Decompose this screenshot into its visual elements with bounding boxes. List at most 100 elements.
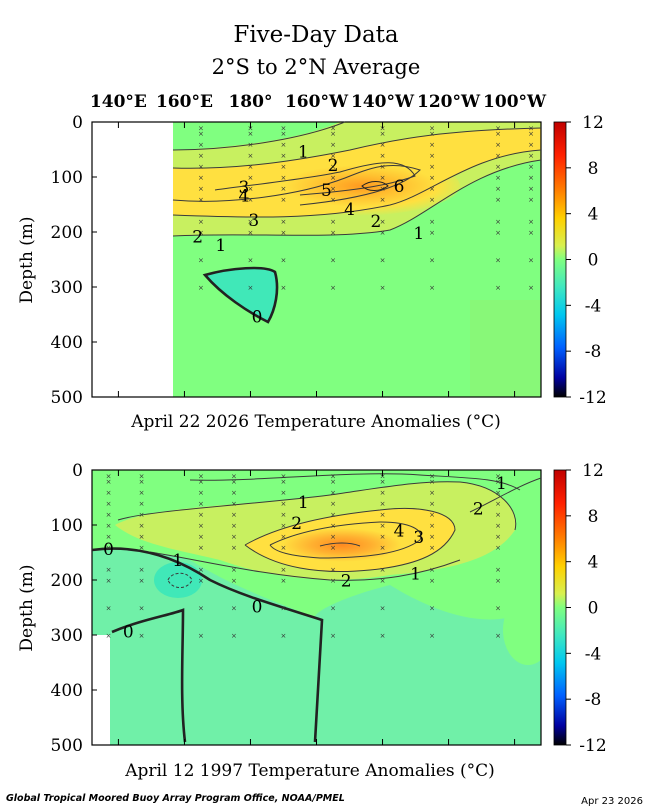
colorbar-tick-label: 4 bbox=[588, 553, 599, 573]
buoy-marker: × bbox=[380, 632, 386, 640]
buoy-marker: × bbox=[281, 174, 287, 182]
contour-label: 4 bbox=[394, 522, 405, 542]
colorbar-tick-label: -4 bbox=[585, 296, 602, 316]
buoy-marker: × bbox=[429, 152, 435, 160]
buoy-marker: × bbox=[380, 577, 386, 585]
contour-label: 1 bbox=[172, 551, 183, 571]
buoy-marker: × bbox=[330, 284, 336, 292]
buoy-marker: × bbox=[495, 229, 501, 237]
buoy-marker: × bbox=[330, 229, 336, 237]
buoy-marker: × bbox=[380, 489, 386, 497]
buoy-marker: × bbox=[198, 284, 204, 292]
buoy-marker: × bbox=[248, 196, 254, 204]
buoy-marker: × bbox=[330, 473, 336, 481]
x-tick-label: 140°E bbox=[90, 92, 147, 112]
buoy-marker: × bbox=[429, 185, 435, 193]
buoy-marker: × bbox=[281, 478, 287, 486]
buoy-marker: × bbox=[380, 566, 386, 574]
buoy-marker: × bbox=[139, 533, 145, 541]
buoy-marker: × bbox=[429, 174, 435, 182]
buoy-marker: × bbox=[495, 163, 501, 171]
buoy-marker: × bbox=[281, 185, 287, 193]
y-tick-label: 400 bbox=[51, 681, 83, 701]
contour-label: 1 bbox=[496, 474, 507, 494]
buoy-marker: × bbox=[281, 533, 287, 541]
buoy-marker: × bbox=[495, 632, 501, 640]
buoy-marker: × bbox=[380, 511, 386, 519]
buoy-marker: × bbox=[198, 500, 204, 508]
buoy-marker: × bbox=[429, 605, 435, 613]
buoy-marker: × bbox=[198, 473, 204, 481]
buoy-marker: × bbox=[429, 577, 435, 585]
contour-label: 4 bbox=[344, 200, 355, 220]
contour-label: 3 bbox=[238, 178, 249, 198]
x-tick-label: 160°E bbox=[156, 92, 213, 112]
contour-label: 1 bbox=[298, 493, 309, 513]
top-neutral-deep bbox=[470, 300, 541, 397]
buoy-marker: × bbox=[139, 522, 145, 530]
buoy-marker: × bbox=[429, 257, 435, 265]
colorbar-tick-label: -4 bbox=[585, 644, 602, 664]
buoy-marker: × bbox=[198, 478, 204, 486]
colorbar-tick-label: -8 bbox=[585, 690, 602, 710]
buoy-marker: × bbox=[281, 284, 287, 292]
buoy-marker: × bbox=[281, 130, 287, 138]
buoy-marker: × bbox=[495, 130, 501, 138]
buoy-marker: × bbox=[281, 125, 287, 133]
buoy-marker: × bbox=[330, 577, 336, 585]
contour-label: 3 bbox=[413, 528, 424, 548]
buoy-marker: × bbox=[198, 632, 204, 640]
buoy-marker: × bbox=[380, 174, 386, 182]
buoy-marker: × bbox=[495, 196, 501, 204]
contour-label: 0 bbox=[252, 598, 263, 618]
buoy-marker: × bbox=[495, 522, 501, 530]
buoy-marker: × bbox=[495, 605, 501, 613]
buoy-marker: × bbox=[198, 511, 204, 519]
contour-label: 0 bbox=[252, 307, 263, 327]
contour-label: 0 bbox=[123, 622, 134, 642]
buoy-marker: × bbox=[330, 163, 336, 171]
contour-label: 2 bbox=[192, 228, 203, 248]
contour-label: 4 bbox=[238, 186, 249, 206]
buoy-marker: × bbox=[429, 284, 435, 292]
contour-label: 6 bbox=[394, 177, 405, 197]
buoy-marker: × bbox=[281, 257, 287, 265]
colorbar-tick-label: -12 bbox=[579, 388, 606, 408]
y-tick-label: 200 bbox=[51, 571, 83, 591]
buoy-marker: × bbox=[139, 511, 145, 519]
buoy-marker: × bbox=[281, 473, 287, 481]
colorbar-tick-label: 8 bbox=[588, 159, 599, 179]
buoy-marker: × bbox=[380, 605, 386, 613]
buoy-marker: × bbox=[330, 522, 336, 530]
buoy-marker: × bbox=[139, 577, 145, 585]
bottom-colorbar bbox=[553, 469, 567, 746]
top-y-axis: 0 100 200 300 400 500 bbox=[51, 113, 97, 408]
buoy-marker: × bbox=[495, 478, 501, 486]
buoy-marker: × bbox=[495, 125, 501, 133]
y-tick-label: 200 bbox=[51, 223, 83, 243]
buoy-marker: × bbox=[429, 125, 435, 133]
buoy-marker: × bbox=[281, 489, 287, 497]
buoy-marker: × bbox=[495, 257, 501, 265]
buoy-marker: × bbox=[198, 185, 204, 193]
contour-label: 5 bbox=[321, 181, 332, 201]
y-tick-label: 100 bbox=[51, 168, 83, 188]
colorbar-tick-label: 8 bbox=[588, 507, 599, 527]
buoy-marker: × bbox=[139, 605, 145, 613]
bottom-buoy-markers: ××××××××××××××××××××××××××××××××××××××××… bbox=[106, 473, 501, 641]
buoy-marker: × bbox=[495, 174, 501, 182]
buoy-marker: × bbox=[231, 522, 237, 530]
buoy-marker: × bbox=[198, 605, 204, 613]
buoy-marker: × bbox=[198, 218, 204, 226]
buoy-marker: × bbox=[495, 489, 501, 497]
buoy-marker: × bbox=[248, 141, 254, 149]
buoy-marker: × bbox=[429, 478, 435, 486]
buoy-marker: × bbox=[429, 632, 435, 640]
buoy-marker: × bbox=[248, 218, 254, 226]
buoy-marker: × bbox=[248, 125, 254, 133]
contour-label: 1 bbox=[215, 236, 226, 256]
buoy-marker: × bbox=[231, 473, 237, 481]
buoy-marker: × bbox=[380, 544, 386, 552]
